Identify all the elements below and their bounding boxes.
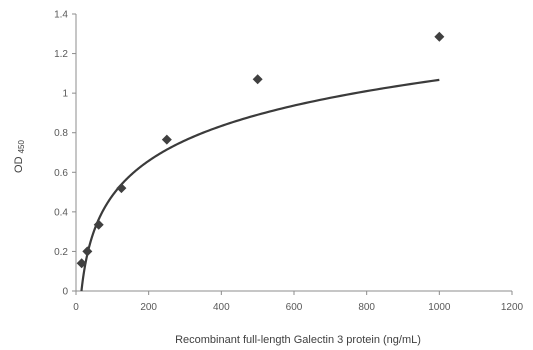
- trendline: [80, 78, 440, 292]
- y-tick-label: 1.4: [54, 10, 68, 21]
- x-tick-label: 1200: [501, 302, 524, 313]
- x-tick-label: 600: [286, 302, 303, 313]
- y-tick-label: 1: [62, 89, 68, 100]
- data-point: [252, 74, 263, 85]
- y-axis-label-main: OD: [13, 156, 25, 173]
- y-axis-label: OD 450: [13, 140, 26, 173]
- x-axis-label: Recombinant full-length Galectin 3 prote…: [175, 334, 421, 346]
- data-point: [116, 183, 127, 194]
- data-point: [161, 134, 172, 145]
- y-tick-label: 0.6: [54, 168, 68, 179]
- data-point: [82, 246, 93, 257]
- x-tick-label: 800: [358, 302, 375, 313]
- data-point: [434, 31, 445, 42]
- x-axis-ticks: 0 200 400 600 800 1000 1200: [73, 291, 524, 313]
- y-axis-ticks: 0 0.2 0.4 0.6 0.8 1 1.2 1.4: [54, 10, 76, 298]
- y-tick-label: 0: [62, 287, 68, 298]
- y-tick-label: 0.4: [54, 207, 68, 218]
- y-axis-label-subscript: 450: [17, 140, 26, 154]
- data-point: [76, 258, 87, 269]
- x-tick-label: 0: [73, 302, 79, 313]
- x-tick-label: 1000: [428, 302, 451, 313]
- x-tick-label: 200: [140, 302, 157, 313]
- data-points: [76, 31, 445, 269]
- x-tick-label: 400: [213, 302, 230, 313]
- data-point: [93, 219, 104, 230]
- y-tick-label: 0.8: [54, 128, 68, 139]
- y-tick-label: 1.2: [54, 49, 68, 60]
- y-tick-label: 0.2: [54, 247, 68, 258]
